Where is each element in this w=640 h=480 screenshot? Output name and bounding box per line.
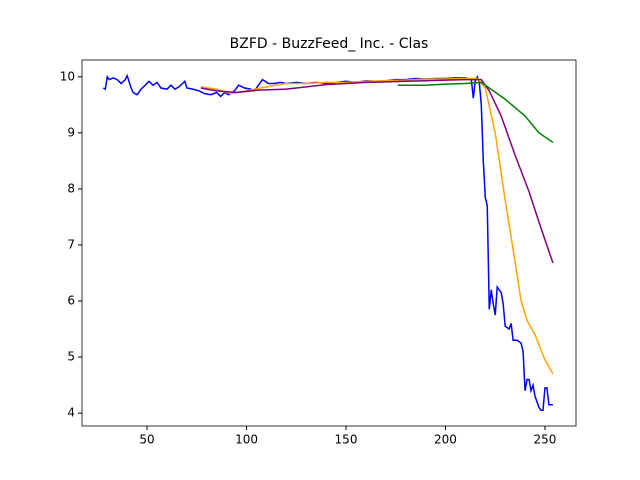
x-tick-label: 100 — [235, 433, 258, 447]
y-tick-label: 10 — [60, 69, 75, 83]
x-tick-label: 250 — [534, 433, 557, 447]
plot-frame — [81, 59, 577, 427]
chart-title: BZFD - BuzzFeed_ Inc. - Clas — [230, 36, 429, 52]
series-line — [200, 78, 554, 264]
y-tick-label: 7 — [67, 237, 75, 251]
x-tick-label: 50 — [139, 433, 154, 447]
y-tick-label: 6 — [67, 294, 75, 308]
y-tick-label: 5 — [67, 350, 75, 364]
x-tick-label: 150 — [335, 433, 358, 447]
series-line — [397, 81, 554, 144]
series-line — [200, 77, 554, 375]
y-tick-label: 8 — [67, 181, 75, 195]
y-tick-label: 4 — [67, 406, 75, 420]
x-tick-label: 200 — [434, 433, 457, 447]
y-tick-label: 9 — [67, 125, 75, 139]
